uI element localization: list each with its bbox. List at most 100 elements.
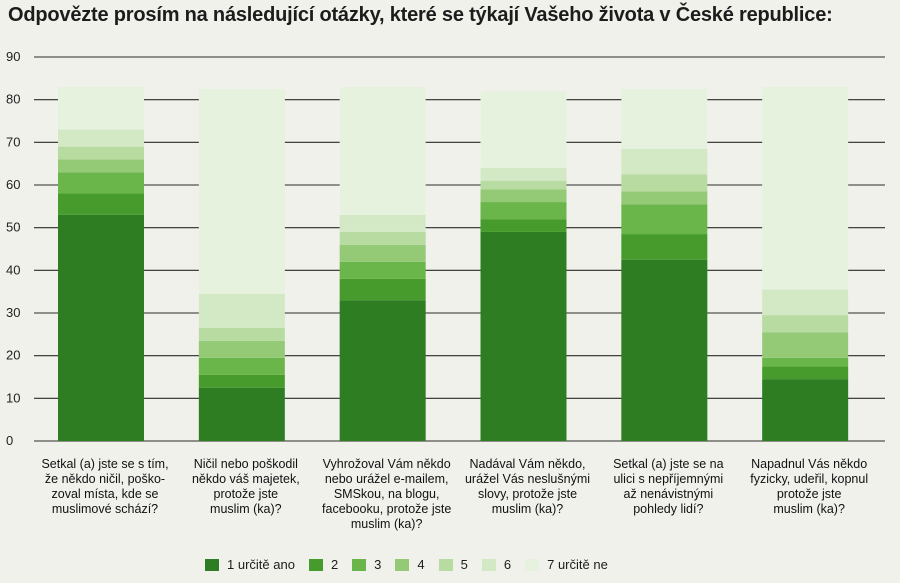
category-label: Napadnul Vás někdo fyzicky, udeřil, kopnu…: [750, 457, 868, 516]
bar-segment: [621, 174, 708, 192]
category-label-line: ulici s nepříjemnými: [613, 472, 723, 486]
bar-segment: [621, 89, 708, 149]
y-tick-label: 30: [6, 305, 20, 320]
bar-segment: [480, 219, 567, 232]
category-label-line: pohledy lidí?: [633, 502, 703, 516]
y-tick-label: 80: [6, 92, 20, 107]
y-tick-label: 70: [6, 134, 20, 149]
bar-segment: [762, 332, 849, 358]
bar-segment: [198, 327, 285, 341]
bar-segment: [480, 231, 567, 441]
bar-segment: [198, 374, 285, 388]
bar-segment: [58, 193, 144, 215]
bar-segment: [762, 289, 849, 316]
bar-segment: [339, 261, 426, 279]
category-label-line: fyzicky, udeřil, kopnul: [750, 472, 868, 486]
bar-segment: [339, 300, 426, 441]
bar-segment: [621, 148, 708, 175]
bar-segment: [58, 214, 144, 441]
category-label-line: Napadnul Vás někdo: [751, 457, 867, 471]
category-label-line: SMSkou, na blogu,: [334, 487, 440, 501]
bar-segment: [198, 89, 285, 294]
bar-segment: [621, 204, 708, 235]
category-label-line: muslimové schází?: [52, 502, 158, 516]
x-axis-categories: Setkal (a) jste se s tím, že někdo ničil,…: [41, 457, 868, 531]
bar-segment: [339, 231, 426, 245]
legend-swatch: [395, 558, 410, 571]
y-tick-label: 60: [6, 177, 20, 192]
y-tick-label: 50: [6, 220, 20, 235]
category-label-line: facebooku, protože jste: [322, 502, 451, 516]
bar-segment: [198, 293, 285, 328]
bar-segment: [339, 214, 426, 232]
legend-item: 7 určitě ne: [525, 557, 608, 572]
category-label-line: někdo váš majetek,: [192, 472, 300, 486]
bar-segment: [480, 167, 567, 181]
legend-swatch: [481, 558, 496, 571]
chart-title: Odpovězte prosím na následující otázky, …: [8, 4, 833, 26]
y-tick-label: 40: [6, 262, 20, 277]
category-label-line: muslim (ka)?: [210, 502, 282, 516]
bar-segment: [198, 387, 285, 441]
bar-segment: [339, 244, 426, 262]
bar-segment: [480, 180, 567, 190]
bars: [58, 86, 849, 441]
bar-segment: [58, 172, 144, 194]
bar-segment: [58, 86, 144, 130]
legend-swatch: [205, 558, 219, 571]
category-label-line: muslim (ka)?: [773, 502, 845, 516]
bar-segment: [621, 191, 708, 205]
bar-segment: [762, 366, 849, 380]
legend-label: 4: [417, 557, 425, 572]
legend-swatch: [352, 558, 367, 571]
bar-segment: [58, 159, 144, 173]
category-label: Ničil nebo poškodil někdo váš majetek, pro…: [192, 457, 300, 516]
bar-segment: [762, 86, 849, 290]
bar-segment: [198, 357, 285, 375]
category-label-line: slovy, protože jste: [478, 487, 577, 501]
bar-segment: [762, 379, 849, 441]
category-label-line: muslim (ka)?: [492, 502, 564, 516]
legend-label: 5: [460, 557, 468, 572]
category-label-line: že někdo ničil, poško-: [45, 472, 165, 486]
bar-segment: [762, 315, 849, 333]
grid: [34, 56, 885, 442]
legend-swatch: [525, 558, 540, 571]
legend-item: 6: [481, 557, 511, 572]
category-label-line: Setkal (a) jste se s tím,: [41, 457, 168, 471]
legend-item: 3: [352, 557, 381, 572]
bar-segment: [58, 146, 144, 160]
category-label-line: protože jste: [214, 487, 279, 501]
category-label: Nadával Vám někdo, urážel Vás neslušnými s…: [465, 457, 590, 516]
category-label-line: urážel Vás neslušnými: [465, 472, 590, 486]
bar-segment: [480, 189, 567, 203]
category-label: Vyhrožoval Vám někdo nebo urážel e-mailem…: [322, 457, 451, 531]
legend: 1 určitě ano 2 3 4 5 6 7 určitě ne: [205, 557, 608, 572]
y-axis: 0 10 20 30 40 50 60 70 80 90: [6, 49, 20, 448]
category-label-line: nebo urážel e-mailem,: [325, 472, 449, 486]
legend-item: 1 určitě ano: [205, 557, 295, 572]
category-label-line: Ničil nebo poškodil: [194, 457, 298, 471]
legend-item: 4: [395, 557, 425, 572]
y-tick-label: 20: [6, 348, 20, 363]
bar-segment: [480, 91, 567, 168]
bar-segment: [198, 340, 285, 358]
legend-label: 7 určitě ne: [547, 557, 608, 572]
category-label: Setkal (a) jste se na ulici s nepříjemným…: [613, 457, 724, 516]
category-label-line: muslim (ka)?: [351, 517, 423, 531]
bar-segment: [621, 259, 708, 441]
category-label-line: Setkal (a) jste se na: [613, 457, 724, 471]
legend-label: 2: [330, 557, 339, 572]
category-label: Setkal (a) jste se s tím, že někdo ničil,…: [41, 457, 168, 516]
legend-item: 5: [438, 557, 468, 572]
y-tick-label: 90: [6, 49, 20, 64]
category-label-line: Vyhrožoval Vám někdo: [323, 457, 451, 471]
category-label-line: zoval místa, kde se: [52, 487, 159, 501]
legend-label: 1 určitě ano: [227, 557, 295, 572]
bar-segment: [480, 202, 567, 220]
category-label-line: Nadával Vám někdo,: [469, 457, 585, 471]
legend-item: 2: [308, 557, 339, 572]
y-tick-label: 10: [6, 390, 20, 405]
legend-swatch: [308, 558, 323, 571]
